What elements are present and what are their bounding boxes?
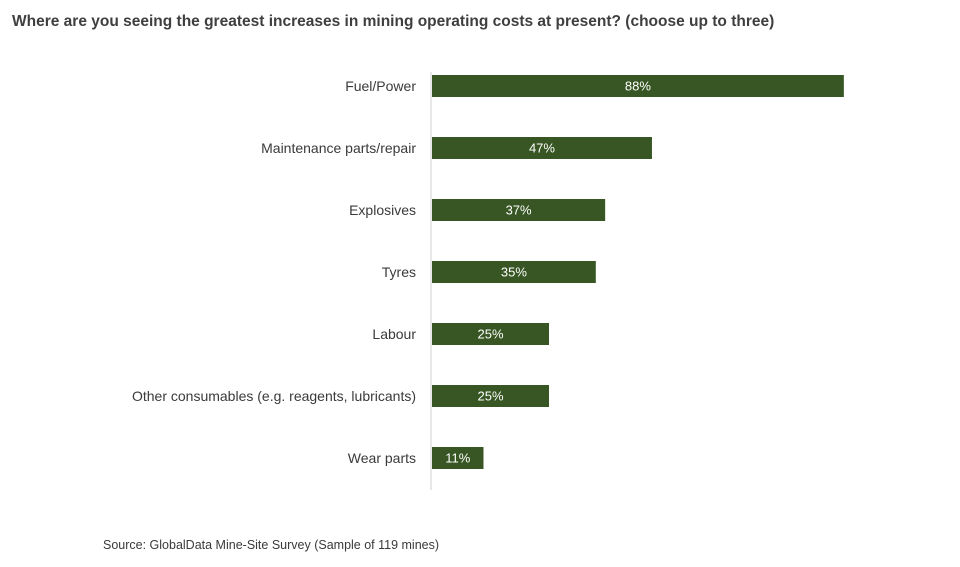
bar-value-label: 37%	[506, 203, 532, 218]
bar	[432, 137, 652, 159]
category-label: Fuel/Power	[345, 78, 416, 94]
bar	[432, 323, 549, 345]
bar	[432, 447, 484, 469]
bar	[432, 75, 844, 97]
bar-value-label: 25%	[477, 389, 503, 404]
chart-title: Where are you seeing the greatest increa…	[12, 13, 775, 30]
bar-value-label: 35%	[501, 265, 527, 280]
category-label: Explosives	[349, 202, 416, 218]
bar-value-label: 88%	[625, 79, 651, 94]
category-label: Labour	[372, 326, 416, 342]
bar	[432, 261, 596, 283]
bar-value-label: 11%	[445, 451, 470, 466]
bar-value-label: 47%	[529, 141, 555, 156]
bars-layer: 88% Fuel/Power 47% Maintenance parts/repair…	[132, 75, 844, 469]
category-label: Wear parts	[348, 450, 416, 466]
bar	[432, 199, 606, 221]
source-note: Source: GlobalData Mine-Site Survey (Sam…	[103, 538, 440, 552]
bar-value-label: 25%	[477, 327, 503, 342]
category-label: Maintenance parts/repair	[261, 140, 416, 156]
category-label: Tyres	[382, 264, 416, 280]
category-label: Other consumables (e.g. reagents, lubric…	[132, 388, 416, 404]
bar	[432, 385, 549, 407]
